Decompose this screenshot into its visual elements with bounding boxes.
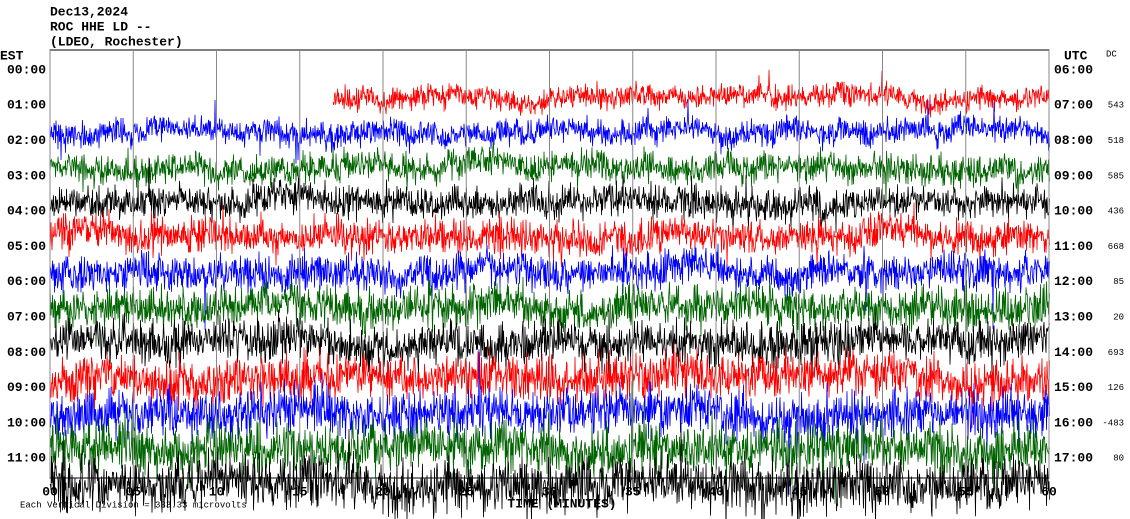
x-tick-label: 15 [292,484,308,499]
seismic-trace [332,69,1049,119]
left-axis-title: EST [0,48,24,63]
x-tick-label: 30 [542,484,558,499]
x-tick-label: 25 [458,484,474,499]
utc-label: 09:00 [1054,168,1093,183]
x-axis-label: TIME (MINUTES) [507,496,616,511]
right-axis-title: UTC [1064,48,1088,63]
x-tick-label: 60 [1041,484,1057,499]
x-tick-label: 10 [209,484,225,499]
title-line: Dec13,2024 [50,4,128,19]
utc-label: 10:00 [1054,204,1093,219]
x-tick-label: 45 [791,484,807,499]
est-label: 07:00 [7,310,46,325]
utc-label: 13:00 [1054,310,1093,325]
dc-value: 80 [1113,454,1124,464]
utc-label: 16:00 [1054,415,1093,430]
utc-label: 11:00 [1054,239,1093,254]
dc-value: -483 [1102,418,1124,428]
est-label: 01:00 [7,98,46,113]
dc-value: 693 [1108,348,1124,358]
est-label: 10:00 [7,415,46,430]
footer-note: Each Vertical Division = 333.33 microvol… [20,500,247,510]
dc-title: DC [1106,49,1117,59]
utc-label: 07:00 [1054,98,1093,113]
x-tick-label: 40 [708,484,724,499]
est-label: 11:00 [7,451,46,466]
dc-value: 543 [1108,101,1124,111]
x-tick-label: 00 [42,484,58,499]
title-line: (LDEO, Rochester) [50,34,183,49]
dc-value: 518 [1108,136,1124,146]
dc-value: 85 [1113,277,1124,287]
est-label: 02:00 [7,133,46,148]
dc-value: 20 [1113,312,1124,322]
est-label: 04:00 [7,204,46,219]
x-tick-label: 55 [958,484,974,499]
x-tick-label: 50 [875,484,891,499]
dc-value: 668 [1108,242,1124,252]
x-tick-label: 35 [625,484,641,499]
est-label: 08:00 [7,345,46,360]
utc-label: 17:00 [1054,451,1093,466]
est-label: 09:00 [7,380,46,395]
x-tick-label: 05 [125,484,141,499]
title-line: ROC HHE LD -- [50,19,151,34]
est-label: 00:00 [7,62,46,77]
dc-value: 436 [1108,207,1124,217]
dc-value: 126 [1108,383,1124,393]
x-tick-label: 20 [375,484,391,499]
utc-label: 12:00 [1054,274,1093,289]
dc-value: 585 [1108,171,1124,181]
utc-label: 06:00 [1054,62,1093,77]
est-label: 03:00 [7,168,46,183]
est-label: 05:00 [7,239,46,254]
utc-label: 08:00 [1054,133,1093,148]
utc-label: 15:00 [1054,380,1093,395]
est-label: 06:00 [7,274,46,289]
utc-label: 14:00 [1054,345,1093,360]
